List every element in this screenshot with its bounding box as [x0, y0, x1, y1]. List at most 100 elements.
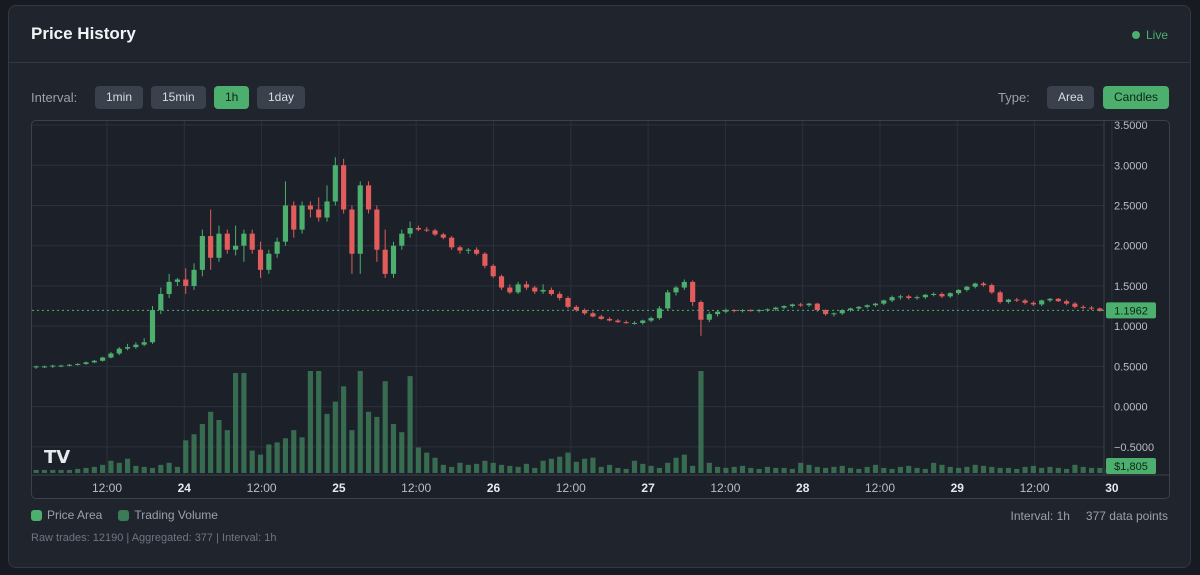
volume-bar: [847, 467, 854, 473]
volume-bar: [681, 454, 687, 473]
type-area-button[interactable]: Area: [1047, 86, 1095, 109]
volume-bar: [540, 460, 546, 473]
volume-bar: [407, 376, 413, 473]
candle-body: [274, 241, 280, 254]
candle-body: [1097, 308, 1103, 311]
volume-bar: [648, 465, 654, 473]
interval-info: Interval: 1h: [1010, 509, 1070, 523]
candle-body: [341, 165, 347, 210]
candle-body: [266, 253, 272, 270]
volume-bar: [449, 466, 455, 473]
volume-bar: [507, 465, 513, 473]
candle-body: [440, 234, 446, 238]
volume-bar: [33, 469, 39, 473]
candle-body: [1030, 302, 1036, 305]
candle-body: [557, 293, 563, 298]
volume-bar: [623, 468, 629, 473]
interval-1min-button[interactable]: 1min: [95, 86, 144, 109]
candle-body: [474, 249, 480, 254]
interval-label: Interval:: [31, 90, 78, 105]
candle-body: [58, 365, 64, 367]
x-tick-label: 28: [796, 481, 810, 495]
volume-bar: [390, 424, 397, 473]
candle-body: [615, 320, 621, 323]
x-tick-label: 12:00: [865, 481, 895, 495]
candle-body: [1022, 300, 1028, 303]
volume-bar: [174, 466, 181, 473]
volume-bar: [274, 442, 280, 473]
candle-body: [116, 348, 122, 354]
volume-bar: [523, 463, 530, 473]
legend-trading-volume-label: Trading Volume: [134, 508, 218, 522]
candle-body: [390, 245, 397, 274]
volume-bar: [432, 457, 438, 473]
y-tick-label: 1.0000: [1114, 321, 1148, 333]
data-points-count: 377 data points: [1085, 509, 1168, 523]
volume-bar: [997, 467, 1003, 473]
candle-body: [382, 249, 388, 274]
volume-bar: [582, 458, 588, 473]
candle-body: [324, 201, 330, 218]
interval-1h-button[interactable]: 1h: [214, 86, 250, 109]
candle-body: [823, 310, 829, 315]
candle-body: [582, 310, 588, 314]
volume-bar: [548, 458, 554, 473]
volume-bar: [922, 468, 928, 473]
x-tick-label: 25: [332, 481, 346, 495]
candle-body: [756, 310, 762, 312]
x-tick-label: 26: [487, 481, 501, 495]
candle-body: [1005, 299, 1012, 303]
candle-body: [864, 305, 870, 307]
candle-body: [1055, 298, 1061, 302]
volume-bar: [640, 463, 646, 473]
interval-15min-button[interactable]: 15min: [151, 86, 206, 109]
volume-bar: [606, 464, 613, 473]
y-tick-label: 0.0000: [1114, 402, 1148, 414]
candle-body: [972, 283, 978, 287]
candle-body: [108, 353, 114, 358]
candle-body: [573, 306, 579, 311]
aggregation-note: Raw trades: 12190 | Aggregated: 377 | In…: [31, 532, 277, 544]
volume-bar: [690, 465, 696, 473]
y-tick-label: 3.5000: [1114, 121, 1148, 132]
candle-body: [124, 347, 131, 349]
volume-bar: [141, 466, 147, 473]
candle-body: [690, 281, 696, 303]
volume-bar: [598, 466, 604, 473]
volume-bar: [947, 466, 953, 473]
candle-body: [50, 365, 56, 367]
candle-body: [665, 292, 671, 309]
y-tick-label: 2.0000: [1114, 241, 1148, 253]
volume-bar: [698, 371, 704, 473]
volume-bar: [266, 444, 272, 473]
legend-trading-volume[interactable]: Trading Volume: [118, 508, 218, 522]
candle-body: [922, 294, 928, 298]
volume-bar: [357, 371, 363, 473]
volume-bar: [773, 467, 779, 473]
candle-body: [955, 289, 962, 294]
price-chart[interactable]: 3.5000 3.0000 2.5000 2.0000 1.5000 1.0000 0.50…: [31, 120, 1170, 499]
chart-canvas[interactable]: 3.5000 3.0000 2.5000 2.0000 1.5000 1.0000 0.50…: [32, 121, 1170, 499]
volume-bar: [41, 469, 48, 473]
candle-body: [233, 245, 239, 250]
type-candles-button[interactable]: Candles: [1103, 86, 1170, 109]
volume-bar: [906, 465, 912, 473]
candle-body: [914, 297, 920, 299]
legend-price-area-label: Price Area: [47, 508, 103, 522]
price-history-card: Price History Live Interval: 1min 15min …: [8, 5, 1191, 568]
volume-bar: [615, 467, 621, 473]
x-tick-label: 12:00: [247, 481, 277, 495]
x-tick-label: 27: [641, 481, 655, 495]
volume-bar: [208, 411, 214, 473]
candle-body: [100, 357, 106, 361]
volume-bar: [50, 469, 56, 473]
volume-bar: [249, 450, 255, 473]
volume-bar: [631, 460, 638, 473]
candle-body: [33, 366, 39, 368]
volume-bar: [656, 467, 662, 473]
interval-1day-button[interactable]: 1day: [257, 86, 306, 109]
volume-bar: [299, 437, 305, 473]
volume-bar: [257, 454, 264, 473]
legend-price-area[interactable]: Price Area: [31, 508, 102, 522]
candle-body: [847, 308, 854, 311]
